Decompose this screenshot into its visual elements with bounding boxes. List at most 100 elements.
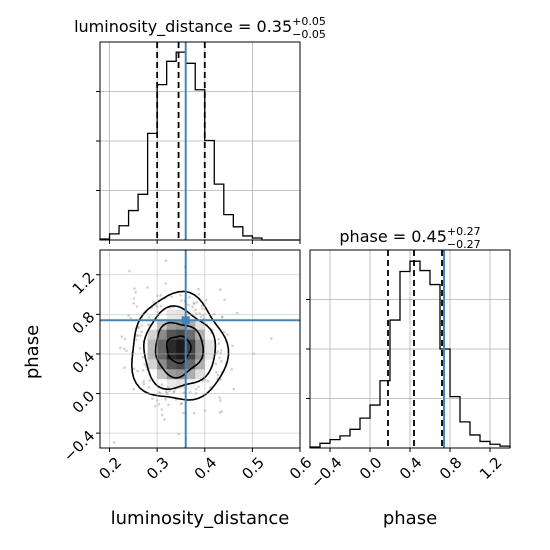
sample-point <box>123 337 127 341</box>
sample-point <box>132 302 136 305</box>
sample-point <box>164 259 168 262</box>
sample-point <box>132 297 136 300</box>
density-cell <box>195 368 206 380</box>
luminosity-distance-title-main: luminosity_distance = 0.35 <box>74 17 292 37</box>
sample-point <box>180 402 184 405</box>
sample-point <box>147 316 151 319</box>
density-cell <box>185 368 196 380</box>
x-tick-label: 1.2 <box>476 454 506 484</box>
phase-title: phase = 0.45+0.27 −0.27 <box>339 225 480 251</box>
sample-point <box>135 334 138 337</box>
y-tick-label: 1.2 <box>69 268 99 298</box>
sample-point <box>134 338 138 341</box>
phase-title-minus: −0.27 <box>447 238 481 251</box>
sample-point <box>123 366 126 370</box>
phase-histogram-grid <box>310 250 510 448</box>
sample-point <box>146 286 149 289</box>
sample-point <box>221 316 224 319</box>
sample-point <box>195 387 198 391</box>
sample-point <box>160 413 164 417</box>
density-cell <box>204 358 215 370</box>
density-cell <box>185 329 196 340</box>
sample-point <box>215 371 218 374</box>
sample-point <box>231 344 234 348</box>
y-tick-label: −0.4 <box>60 427 98 465</box>
sample-point <box>136 334 140 337</box>
sample-point <box>139 334 142 337</box>
density-cell <box>195 358 206 370</box>
density-cell <box>147 319 158 330</box>
sample-point <box>188 391 192 394</box>
sample-point <box>214 362 218 366</box>
sample-point <box>152 300 156 304</box>
sample-point <box>219 349 223 352</box>
density-cell <box>157 329 168 340</box>
density-cell <box>195 319 206 330</box>
x-tick-label: 0.5 <box>238 454 268 484</box>
sample-point <box>217 337 220 341</box>
sample-point <box>199 315 203 318</box>
density-cell <box>147 358 158 370</box>
x-tick-label: 0.4 <box>191 454 221 484</box>
joint-truth-marker <box>181 316 190 325</box>
sample-point <box>194 308 198 312</box>
sample-point <box>141 355 145 359</box>
sample-point <box>134 291 137 294</box>
sample-point <box>158 391 162 395</box>
density-cell <box>195 329 206 340</box>
density-cell <box>147 329 158 340</box>
x-tick-label: 0.2 <box>95 454 125 484</box>
density-cell <box>166 368 177 380</box>
sample-point <box>188 296 191 299</box>
sample-point <box>191 305 194 309</box>
sample-point <box>235 311 239 315</box>
sample-point <box>223 298 226 302</box>
density-cell <box>176 358 187 370</box>
x-tick-label: 0.8 <box>436 454 466 484</box>
sample-point <box>142 382 146 386</box>
sample-point <box>129 316 133 320</box>
sample-point <box>132 388 136 391</box>
sample-point <box>197 292 201 296</box>
sample-point <box>138 347 142 350</box>
density-cell <box>185 319 196 330</box>
sample-point <box>151 397 154 401</box>
sample-point <box>220 410 224 413</box>
sample-point <box>133 287 136 290</box>
sample-point <box>200 307 204 310</box>
joint-density-frame <box>99 249 301 449</box>
sample-point <box>192 301 196 305</box>
sample-point <box>219 359 223 363</box>
sample-point <box>179 402 182 406</box>
joint-density-x-ticks: 0.2 0.3 0.4 0.5 0.6 <box>95 448 316 484</box>
y-axis-label-phase: phase <box>22 325 43 379</box>
sample-point <box>218 411 222 414</box>
sample-point <box>135 305 139 308</box>
luminosity-distance-histogram-steps <box>99 51 300 241</box>
luminosity-distance-quantile-lines <box>156 42 206 240</box>
sample-point <box>226 333 229 336</box>
sample-point <box>218 288 222 292</box>
sample-point <box>182 411 185 415</box>
sample-point <box>192 302 196 306</box>
sample-point <box>128 269 131 273</box>
sample-point <box>179 293 182 297</box>
sample-point <box>143 363 147 366</box>
sample-point <box>216 350 219 353</box>
sample-point <box>163 418 166 421</box>
sample-point <box>140 324 144 327</box>
luminosity-distance-title-minus: −0.05 <box>292 28 326 41</box>
density-cell <box>166 329 177 340</box>
sample-point <box>269 337 273 340</box>
luminosity-distance-title: luminosity_distance = 0.35+0.05 −0.05 <box>74 15 326 41</box>
x-tick-label: −0.4 <box>307 454 345 492</box>
density-cell <box>176 329 187 340</box>
luminosity-distance-histogram-frame <box>99 41 301 241</box>
sample-point <box>180 299 183 302</box>
density-cell <box>204 339 215 350</box>
sample-point <box>112 441 116 444</box>
sample-point <box>147 323 150 327</box>
sample-point <box>127 314 130 317</box>
density-cell <box>166 319 177 330</box>
